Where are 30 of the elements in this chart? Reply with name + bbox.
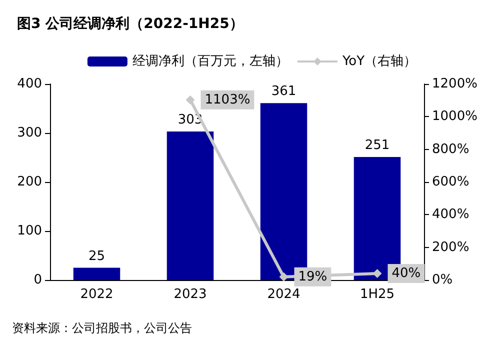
data-label: 25 xyxy=(88,248,106,264)
y2-tick-label: 0% xyxy=(432,272,453,288)
y2-tick-label: 400% xyxy=(432,207,470,222)
y-tick-label: 300 xyxy=(17,126,42,140)
data-label: 361 xyxy=(271,84,296,100)
point xyxy=(186,95,195,104)
data-label: 251 xyxy=(364,138,390,154)
bar xyxy=(73,268,120,280)
y-tick-label: 200 xyxy=(17,174,42,190)
legend-label: 经调净利（百万元，左轴） xyxy=(132,54,288,69)
chart-title: 图3 公司经调净利（2022-1H25） xyxy=(17,16,244,32)
text: 资料来源：公司招股书，公司公告 xyxy=(12,321,192,335)
data-label: 40% xyxy=(392,266,421,281)
y-tick-label: 400 xyxy=(17,76,42,92)
bar xyxy=(166,132,214,280)
y2-tick-label: 1200% xyxy=(432,76,478,92)
data-label: 19% xyxy=(298,269,328,284)
y-tick-label: 100 xyxy=(17,224,42,238)
legend-label: YoY（右轴） xyxy=(341,54,417,69)
y2-tick-label: 600% xyxy=(432,174,470,190)
y-tick-label: 0 xyxy=(34,272,42,288)
point xyxy=(372,268,382,278)
x-tick-label: 2022 xyxy=(80,287,114,302)
y2-tick-label: 800% xyxy=(432,142,470,157)
x-tick-label: 2023 xyxy=(174,287,207,302)
x-tick-label: 2024 xyxy=(267,287,300,302)
x-tick-label: 1H25 xyxy=(360,287,395,302)
data-label: 1103% xyxy=(204,92,250,108)
y2-tick-label: 200% xyxy=(432,240,470,255)
y2-tick-label: 1000% xyxy=(432,109,478,124)
